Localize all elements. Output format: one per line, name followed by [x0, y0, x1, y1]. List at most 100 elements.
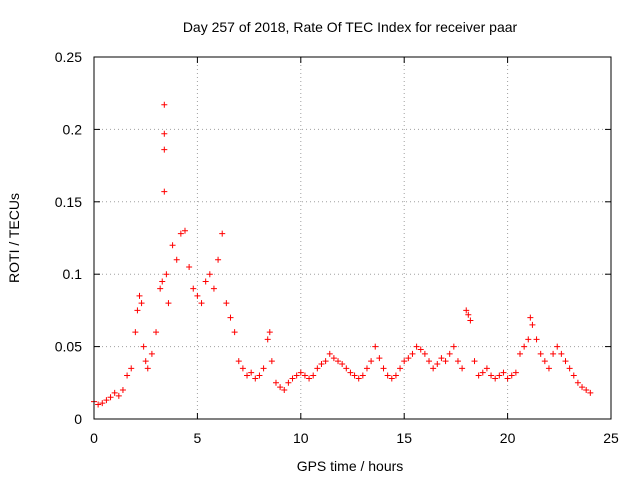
y-tick-label: 0.2 [63, 121, 83, 137]
data-point [527, 314, 534, 321]
data-point [475, 372, 482, 379]
data-point [401, 358, 408, 365]
data-point [517, 350, 524, 357]
data-point [306, 375, 313, 382]
x-tick-label: 0 [90, 430, 98, 446]
data-point [483, 365, 490, 372]
data-point [297, 369, 304, 376]
data-point [550, 350, 557, 357]
data-point [397, 365, 404, 372]
data-points [91, 101, 594, 408]
data-point [260, 365, 267, 372]
data-point [169, 242, 176, 249]
x-axis-label: GPS time / hours [297, 458, 404, 474]
data-point [434, 360, 441, 367]
data-point [161, 146, 168, 153]
data-point [206, 271, 213, 278]
data-point [508, 372, 515, 379]
data-point [322, 358, 329, 365]
data-point [339, 360, 346, 367]
data-point [301, 372, 308, 379]
data-point [574, 379, 581, 386]
data-point [541, 358, 548, 365]
data-point [266, 329, 273, 336]
data-point [488, 372, 495, 379]
data-point [289, 375, 296, 382]
data-point [525, 336, 532, 343]
data-point [405, 355, 412, 362]
data-point [277, 384, 284, 391]
y-tick-label: 0.25 [55, 49, 82, 65]
plot-frame [93, 56, 612, 420]
data-point [537, 350, 544, 357]
data-point [359, 372, 366, 379]
x-tick-label: 10 [293, 430, 309, 446]
data-point [459, 365, 466, 372]
data-point [417, 346, 424, 353]
data-point [161, 130, 168, 137]
data-point [504, 375, 511, 382]
data-point [330, 355, 337, 362]
chart-title: Day 257 of 2018, Rate Of TEC Index for r… [183, 19, 518, 35]
data-point [115, 392, 122, 399]
data-point [326, 350, 333, 357]
data-point [119, 387, 126, 394]
data-point [438, 355, 445, 362]
data-point [285, 379, 292, 386]
data-point [442, 358, 449, 365]
x-tick-label: 20 [500, 430, 516, 446]
data-point [124, 372, 131, 379]
data-point [173, 256, 180, 263]
data-point [558, 350, 565, 357]
data-point [351, 372, 358, 379]
data-point [579, 384, 586, 391]
data-point [533, 336, 540, 343]
data-point [103, 397, 110, 404]
data-point [343, 365, 350, 372]
data-point [409, 350, 416, 357]
data-point [128, 365, 135, 372]
data-point [454, 358, 461, 365]
data-point [479, 369, 486, 376]
x-tick-label: 5 [194, 430, 202, 446]
data-point [231, 329, 238, 336]
data-point [252, 375, 259, 382]
data-point [587, 389, 594, 396]
data-point [463, 307, 470, 314]
data-point [159, 278, 166, 285]
data-point [570, 372, 577, 379]
data-point [496, 372, 503, 379]
data-point [190, 285, 197, 292]
data-point [153, 329, 160, 336]
data-point [99, 400, 106, 407]
data-point [376, 355, 383, 362]
data-point [281, 387, 288, 394]
data-point [227, 314, 234, 321]
data-point [335, 358, 342, 365]
data-point [144, 365, 151, 372]
data-point [471, 358, 478, 365]
data-point [148, 350, 155, 357]
y-axis-label: ROTI / TECUs [6, 193, 22, 283]
data-point [413, 343, 420, 350]
y-tick-label: 0.1 [63, 266, 83, 282]
data-point [177, 230, 184, 237]
data-point [450, 343, 457, 350]
data-point [421, 350, 428, 357]
data-point [310, 372, 317, 379]
data-point [161, 101, 168, 108]
data-point [215, 256, 222, 263]
data-point [95, 401, 102, 408]
data-point [355, 375, 362, 382]
data-point [465, 311, 472, 318]
data-point [132, 329, 139, 336]
data-point [210, 285, 217, 292]
data-point [235, 358, 242, 365]
data-point [500, 369, 507, 376]
data-point [198, 300, 205, 307]
data-point [545, 365, 552, 372]
data-point [380, 365, 387, 372]
y-tick-label: 0.05 [55, 339, 82, 355]
data-point [467, 317, 474, 324]
data-point [248, 369, 255, 376]
